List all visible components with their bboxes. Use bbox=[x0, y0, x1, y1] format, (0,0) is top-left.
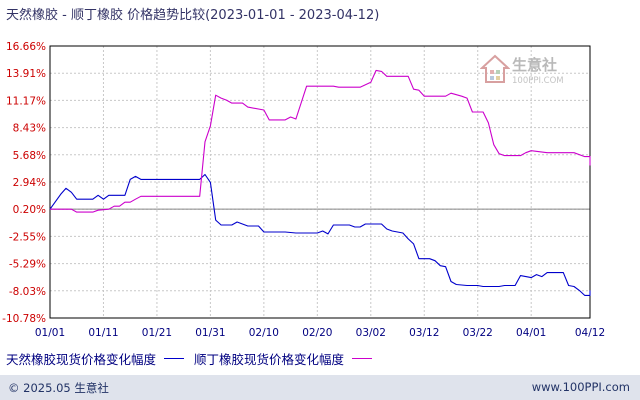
x-tick-label: 02/10 bbox=[249, 327, 279, 339]
y-tick-label: 8.43% bbox=[13, 123, 46, 135]
x-tick-label: 01/21 bbox=[142, 327, 172, 339]
legend-swatch-natural-rubber bbox=[164, 358, 185, 359]
y-tick-label: 0.20% bbox=[13, 204, 46, 216]
watermark: 生意社 100PPI.COM bbox=[480, 52, 576, 94]
chart-title: 天然橡胶 - 顺丁橡胶 价格趋势比较(2023-01-01 - 2023-04-… bbox=[6, 8, 380, 23]
y-tick-label: 16.66% bbox=[6, 41, 46, 53]
legend-label-natural-rubber: 天然橡胶现货价格变化幅度 bbox=[6, 352, 157, 367]
x-tick-label: 01/11 bbox=[88, 327, 118, 339]
x-tick-label: 01/01 bbox=[35, 327, 65, 339]
y-tick-label: 2.94% bbox=[13, 177, 46, 189]
watermark-url: 100PPI.COM bbox=[512, 76, 564, 86]
footer-bar: © 2025.05 生意社 www.100PPI.com bbox=[0, 375, 640, 400]
x-tick-label: 03/22 bbox=[463, 327, 493, 339]
y-axis-ticks: 16.66% 13.91% 11.17% 8.43% 5.68% 2.94% 0.20% -2… bbox=[2, 41, 46, 325]
watermark-text: 生意社 bbox=[512, 56, 558, 74]
x-tick-label: 01/31 bbox=[195, 327, 225, 339]
y-tick-label: -5.29% bbox=[9, 259, 46, 271]
y-tick-label: 5.68% bbox=[13, 150, 46, 162]
house-logo-icon bbox=[480, 54, 510, 83]
x-tick-label: 02/20 bbox=[302, 327, 332, 339]
series-layer bbox=[49, 69, 591, 296]
y-tick-label: -10.78% bbox=[2, 313, 46, 325]
x-tick-label: 03/12 bbox=[409, 327, 439, 339]
x-tick-label: 03/02 bbox=[356, 327, 386, 339]
x-tick-label: 04/01 bbox=[516, 327, 546, 339]
y-tick-label: -8.03% bbox=[9, 286, 46, 298]
legend: 天然橡胶现货价格变化幅度 顺丁橡胶现货价格变化幅度 bbox=[6, 349, 382, 368]
y-tick-label: 13.91% bbox=[6, 68, 46, 80]
site-url: www.100PPI.com bbox=[531, 380, 630, 394]
legend-label-butadiene-rubber: 顺丁橡胶现货价格变化幅度 bbox=[194, 352, 345, 367]
y-tick-label: -2.55% bbox=[9, 231, 46, 243]
x-axis-ticks: 01/01 01/11 01/21 01/31 02/10 02/20 03/02 03/12… bbox=[35, 327, 605, 339]
plot-area bbox=[49, 45, 591, 319]
y-tick-label: 11.17% bbox=[6, 95, 46, 107]
legend-swatch-butadiene-rubber bbox=[352, 358, 373, 359]
series-line-butadiene-rubber bbox=[50, 69, 591, 213]
copyright-text: © 2025.05 生意社 bbox=[8, 381, 109, 395]
series-line-natural-rubber bbox=[49, 173, 591, 296]
x-tick-label: 04/12 bbox=[575, 327, 605, 339]
